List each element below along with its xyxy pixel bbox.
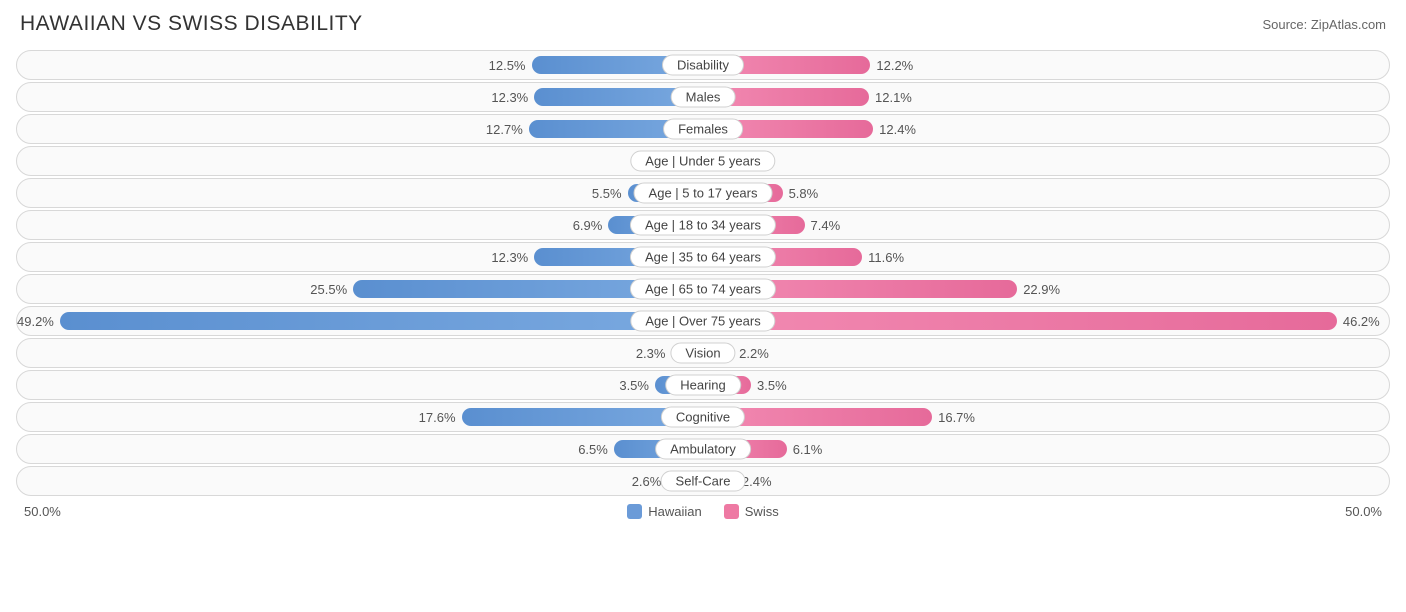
chart-row: 6.9% 7.4% Age | 18 to 34 years: [16, 210, 1390, 240]
right-value-label: 11.6%: [868, 250, 904, 265]
row-category-label: Ambulatory: [655, 439, 751, 460]
row-left-half: 12.3%: [17, 83, 703, 111]
chart-row: 25.5% 22.9% Age | 65 to 74 years: [16, 274, 1390, 304]
row-right-half: 1.6%: [703, 147, 1389, 175]
left-value-label: 12.7%: [486, 122, 523, 137]
row-right-half: 12.2%: [703, 51, 1389, 79]
right-bar: [703, 312, 1337, 330]
row-left-half: 12.5%: [17, 51, 703, 79]
row-right-half: 12.4%: [703, 115, 1389, 143]
row-right-half: 7.4%: [703, 211, 1389, 239]
row-category-label: Hearing: [665, 375, 741, 396]
row-category-label: Females: [663, 119, 743, 140]
right-value-label: 46.2%: [1343, 314, 1380, 329]
row-category-label: Males: [671, 87, 736, 108]
legend-swatch: [627, 504, 642, 519]
chart-rows: 12.5% 12.2% Disability 12.3% 12.1% Males 12.7%…: [16, 50, 1390, 496]
left-value-label: 3.5%: [619, 378, 649, 393]
row-left-half: 17.6%: [17, 403, 703, 431]
chart-row: 12.3% 12.1% Males: [16, 82, 1390, 112]
row-category-label: Disability: [662, 55, 744, 76]
row-left-half: 2.3%: [17, 339, 703, 367]
chart-row: 1.2%1.6%Age | Under 5 years: [16, 146, 1390, 176]
row-category-label: Age | Over 75 years: [630, 311, 775, 332]
row-right-half: 6.1%: [703, 435, 1389, 463]
chart-header: HAWAIIAN VS SWISS DISABILITY Source: Zip…: [16, 12, 1390, 36]
left-value-label: 12.3%: [491, 250, 528, 265]
chart-footer: 50.0% Hawaiian Swiss 50.0%: [16, 504, 1390, 519]
chart-row: 6.5% 6.1% Ambulatory: [16, 434, 1390, 464]
left-value-label: 5.5%: [592, 186, 622, 201]
chart-row: 49.2% 46.2% Age | Over 75 years: [16, 306, 1390, 336]
legend-label: Hawaiian: [648, 504, 701, 519]
row-right-half: 2.4%: [703, 467, 1389, 495]
row-category-label: Age | Under 5 years: [630, 151, 775, 172]
right-value-label: 6.1%: [793, 442, 823, 457]
chart-row: 12.5% 12.2% Disability: [16, 50, 1390, 80]
axis-max-left: 50.0%: [24, 504, 61, 519]
left-value-label: 2.3%: [636, 346, 666, 361]
left-value-label: 12.3%: [491, 90, 528, 105]
left-bar: [60, 312, 703, 330]
row-left-half: 2.6%: [17, 467, 703, 495]
right-value-label: 5.8%: [789, 186, 819, 201]
row-left-half: 3.5%: [17, 371, 703, 399]
row-right-half: 3.5%: [703, 371, 1389, 399]
right-value-label: 7.4%: [811, 218, 841, 233]
chart-title: HAWAIIAN VS SWISS DISABILITY: [20, 12, 363, 36]
left-value-label: 6.5%: [578, 442, 608, 457]
left-value-label: 49.2%: [17, 314, 54, 329]
left-value-label: 6.9%: [573, 218, 603, 233]
row-left-half: 25.5%: [17, 275, 703, 303]
right-value-label: 12.1%: [875, 90, 912, 105]
row-left-half: 6.9%: [17, 211, 703, 239]
row-category-label: Age | 35 to 64 years: [630, 247, 776, 268]
row-category-label: Age | 18 to 34 years: [630, 215, 776, 236]
right-value-label: 12.2%: [876, 58, 913, 73]
row-left-half: 6.5%: [17, 435, 703, 463]
row-right-half: 12.1%: [703, 83, 1389, 111]
row-right-half: 11.6%: [703, 243, 1389, 271]
right-value-label: 2.2%: [739, 346, 769, 361]
row-right-half: 5.8%: [703, 179, 1389, 207]
row-category-label: Vision: [670, 343, 735, 364]
right-value-label: 22.9%: [1023, 282, 1060, 297]
legend-label: Swiss: [745, 504, 779, 519]
row-left-half: 1.2%: [17, 147, 703, 175]
left-value-label: 17.6%: [419, 410, 456, 425]
legend-item: Hawaiian: [627, 504, 701, 519]
chart-row: 12.7% 12.4% Females: [16, 114, 1390, 144]
row-left-half: 12.3%: [17, 243, 703, 271]
chart-row: 12.3% 11.6% Age | 35 to 64 years: [16, 242, 1390, 272]
right-value-label: 3.5%: [757, 378, 787, 393]
chart-row: 2.3% 2.2% Vision: [16, 338, 1390, 368]
row-category-label: Cognitive: [661, 407, 745, 428]
right-value-label: 2.4%: [742, 474, 772, 489]
row-left-half: 12.7%: [17, 115, 703, 143]
left-value-label: 2.6%: [632, 474, 662, 489]
row-right-half: 46.2%: [703, 307, 1389, 335]
left-value-label: 25.5%: [310, 282, 347, 297]
row-right-half: 2.2%: [703, 339, 1389, 367]
legend: Hawaiian Swiss: [627, 504, 778, 519]
right-value-label: 16.7%: [938, 410, 975, 425]
chart-row: 3.5% 3.5% Hearing: [16, 370, 1390, 400]
chart-row: 2.6% 2.4%Self-Care: [16, 466, 1390, 496]
axis-max-right: 50.0%: [1345, 504, 1382, 519]
row-category-label: Self-Care: [661, 471, 746, 492]
row-category-label: Age | 5 to 17 years: [634, 183, 773, 204]
row-category-label: Age | 65 to 74 years: [630, 279, 776, 300]
row-left-half: 5.5%: [17, 179, 703, 207]
left-value-label: 12.5%: [489, 58, 526, 73]
row-right-half: 16.7%: [703, 403, 1389, 431]
row-right-half: 22.9%: [703, 275, 1389, 303]
chart-source: Source: ZipAtlas.com: [1262, 17, 1386, 32]
legend-swatch: [724, 504, 739, 519]
row-left-half: 49.2%: [17, 307, 703, 335]
chart-row: 17.6% 16.7% Cognitive: [16, 402, 1390, 432]
legend-item: Swiss: [724, 504, 779, 519]
chart-row: 5.5% 5.8% Age | 5 to 17 years: [16, 178, 1390, 208]
right-value-label: 12.4%: [879, 122, 916, 137]
